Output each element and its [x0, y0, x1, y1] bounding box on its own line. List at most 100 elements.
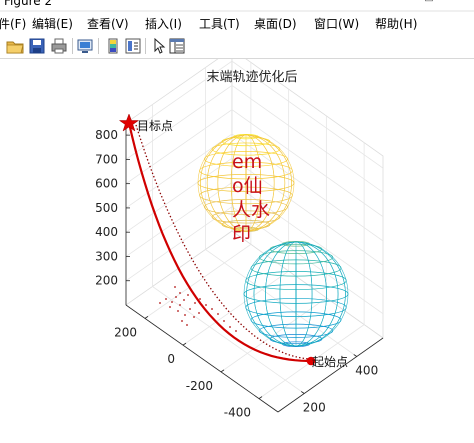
sample-node	[235, 330, 237, 332]
menu-insert[interactable]: 插入(I)	[145, 17, 182, 31]
x-tick	[353, 354, 357, 357]
sample-node	[217, 313, 219, 315]
property-inspector-icon[interactable]	[168, 37, 186, 55]
watermark-line: o仙	[232, 175, 263, 197]
obstacle-sphere-lower	[243, 240, 349, 348]
y-tick-label: -400	[224, 406, 251, 420]
sample-node	[187, 294, 189, 296]
sample-node	[171, 301, 173, 303]
start-label: 起始点	[312, 355, 348, 369]
menu-desktop[interactable]: 桌面(D)	[254, 17, 297, 31]
sample-node	[169, 306, 171, 308]
watermark-line: 印	[232, 223, 252, 245]
sample-node	[189, 308, 191, 310]
z-gridline	[125, 157, 384, 266]
watermark-line: 人水	[232, 199, 271, 221]
z-tick-label: 600	[95, 177, 118, 191]
menu-bar: 件(F) 编辑(E) 查看(V) 插入(I) 工具(T) 桌面(D) 窗口(W)…	[0, 12, 474, 34]
sample-node	[229, 326, 231, 328]
watermark: em o仙 人水 印	[232, 150, 280, 246]
save-icon[interactable]	[28, 37, 46, 55]
z-tick-label: 300	[95, 249, 118, 263]
sample-node	[194, 302, 196, 304]
menu-edit[interactable]: 编辑(E)	[32, 17, 73, 31]
toolbar-separator	[145, 38, 146, 54]
z-tick-label: 700	[95, 152, 118, 166]
sample-node	[165, 298, 167, 300]
print-icon[interactable]	[50, 37, 68, 55]
y-gridline	[220, 297, 327, 373]
y-tick	[258, 396, 263, 399]
link-plot-icon[interactable]	[76, 37, 94, 55]
z-gridline	[125, 109, 384, 217]
sample-node	[159, 302, 161, 304]
watermark-line: em	[232, 151, 263, 173]
z-gridline	[125, 206, 384, 315]
window-titlebar: Figure 2 ─ □ ✕	[0, 0, 474, 10]
z-gridline	[125, 60, 384, 169]
sample-node	[205, 304, 207, 306]
y-tick	[182, 342, 187, 346]
x-tick-label: 400	[355, 364, 378, 378]
menu-window[interactable]: 窗口(W)	[314, 17, 360, 31]
z-tick-label: 500	[95, 201, 118, 215]
trajectory-optimized-line	[127, 122, 314, 363]
toolbar-separator	[72, 38, 73, 54]
sample-node	[181, 320, 183, 322]
sample-node	[174, 286, 176, 288]
sample-node	[186, 324, 188, 326]
z-gridline	[125, 84, 384, 193]
x-axis-line	[277, 337, 384, 413]
axis-ticks: 200 300 400 500 600 700 800 200 0 -200 -400 200 400	[95, 128, 378, 419]
z-tick-label: 800	[95, 128, 118, 142]
sample-node	[199, 298, 201, 300]
y-tick-label: 0	[167, 352, 175, 366]
sample-node	[179, 292, 181, 294]
sample-node	[177, 310, 179, 312]
sample-node	[179, 304, 181, 306]
y-tick	[144, 316, 149, 319]
z-gridline	[125, 133, 384, 242]
menu-file[interactable]: 件(F)	[0, 17, 27, 31]
obstacle-sphere-upper	[197, 134, 295, 232]
window-title: Figure 2	[4, 0, 53, 8]
sphere-meridian	[246, 241, 346, 347]
y-gridline	[182, 270, 289, 346]
z-tick-label: 200	[95, 274, 118, 288]
sample-node	[211, 308, 213, 310]
sample-node	[193, 316, 195, 318]
trajectory	[118, 113, 316, 366]
toolbar-separator	[98, 38, 99, 54]
y-tick-label: -200	[186, 379, 213, 393]
close-icon[interactable]: ✕	[446, 0, 472, 8]
insert-legend-icon[interactable]	[124, 37, 142, 55]
chart-title: 末端轨迹优化后	[206, 70, 297, 85]
trajectory-raw-dotted	[135, 124, 313, 360]
z-tick-label: 400	[95, 225, 118, 239]
sample-node	[223, 320, 225, 322]
axes-box	[125, 59, 384, 413]
insert-colorbar-icon[interactable]	[104, 37, 122, 55]
sample-node	[175, 296, 177, 298]
maximize-icon[interactable]: □	[416, 0, 442, 8]
menu-help[interactable]: 帮助(H)	[375, 17, 418, 31]
pointer-icon[interactable]	[150, 37, 168, 55]
menu-view[interactable]: 查看(V)	[87, 17, 129, 31]
sample-node	[183, 299, 185, 301]
sphere-meridian	[200, 134, 292, 232]
minimize-icon[interactable]: ─	[384, 0, 410, 8]
sample-node	[184, 314, 186, 316]
menu-tools[interactable]: 工具(T)	[199, 17, 240, 31]
open-folder-icon[interactable]	[6, 37, 24, 55]
y-axis-line	[125, 304, 279, 413]
x-tick-label: 200	[303, 401, 326, 415]
y-tick-label: 200	[114, 325, 137, 339]
goal-star-marker	[118, 113, 140, 132]
y-gridline	[144, 244, 252, 319]
x-gridline	[152, 286, 305, 394]
sample-node	[198, 312, 200, 314]
obstacle-spheres	[197, 134, 349, 348]
x-tick	[301, 391, 305, 394]
toolbar	[0, 34, 474, 59]
